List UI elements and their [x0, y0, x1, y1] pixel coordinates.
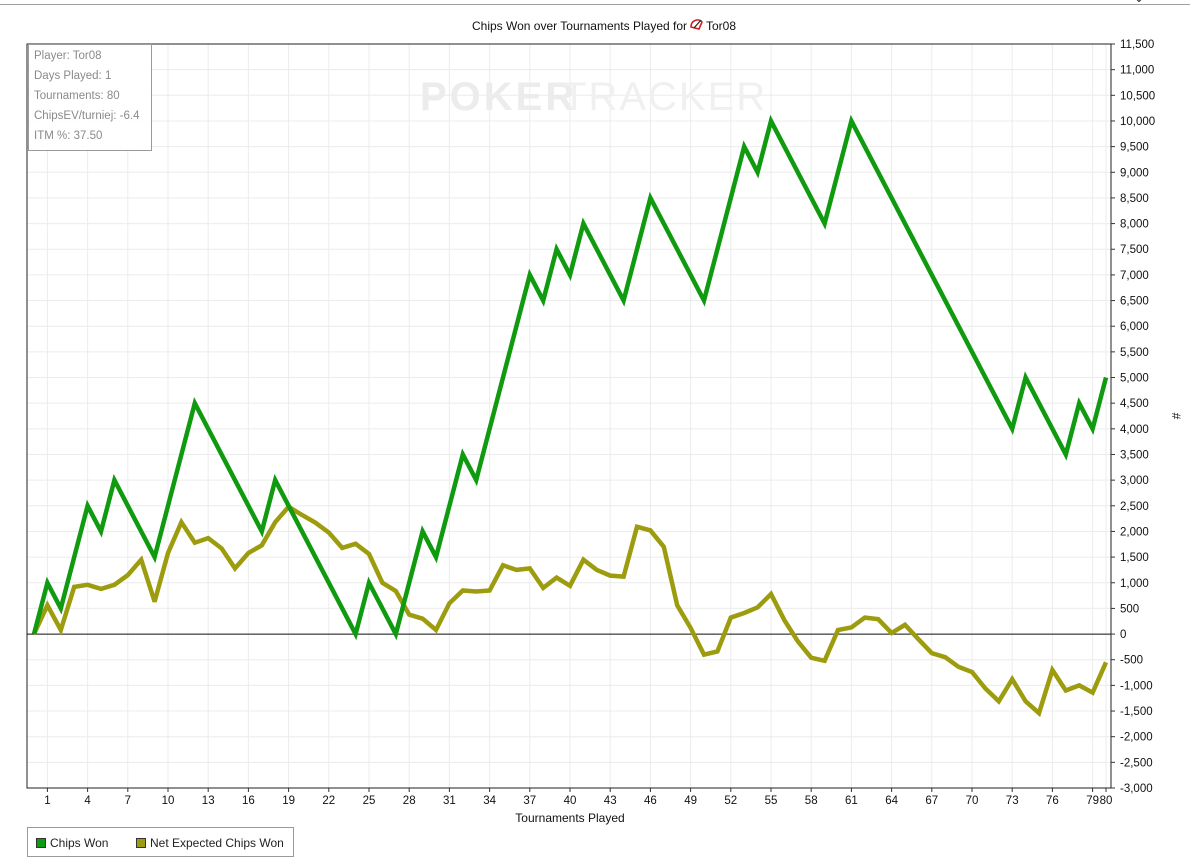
- y-tick-label: 5,500: [1120, 347, 1149, 359]
- watermark-tracker: TRACKER: [562, 75, 767, 119]
- x-tick-label: 79: [1086, 795, 1099, 807]
- x-tick-label: 49: [684, 795, 697, 807]
- y-tick-label: 6,000: [1120, 321, 1149, 333]
- x-tick-label: 52: [724, 795, 737, 807]
- y-tick-label: 0: [1120, 629, 1126, 641]
- y-tick-label: 3,500: [1120, 449, 1149, 461]
- x-tick-label: 10: [162, 795, 175, 807]
- x-tick-label: 37: [523, 795, 536, 807]
- y-axis: -3,000 -2,500 -2,000 -1,500 -1,000 -500 0 500 1,…: [1111, 39, 1155, 795]
- y-tick-label: 6,500: [1120, 296, 1149, 308]
- x-tick-label: 4: [84, 795, 91, 807]
- legend-item-chips-won[interactable]: Chips Won: [36, 835, 108, 851]
- y-tick-label: 8,000: [1120, 219, 1149, 231]
- y-tick-label: 4,000: [1120, 424, 1149, 436]
- x-tick-label: 80: [1100, 795, 1113, 807]
- chart-title-group: Chips Won over Tournaments Played for To…: [472, 19, 736, 33]
- x-tick-label: 25: [363, 795, 376, 807]
- y-tick-label: -500: [1120, 655, 1143, 667]
- x-tick-label: 16: [242, 795, 255, 807]
- info-days-played: Days Played: 1: [34, 70, 112, 82]
- x-tick-label: 22: [322, 795, 335, 807]
- x-tick-label: 61: [845, 795, 858, 807]
- y-tick-label: -2,000: [1120, 732, 1153, 744]
- legend: Chips Won Net Expected Chips Won: [27, 827, 294, 857]
- x-tick-label: 19: [282, 795, 295, 807]
- y-tick-label: 11,500: [1120, 39, 1154, 51]
- x-tick-label: 40: [564, 795, 577, 807]
- y-tick-label: 9,500: [1120, 142, 1149, 154]
- x-tick-label: 58: [805, 795, 818, 807]
- y-tick-label: 2,000: [1120, 526, 1149, 538]
- series-line-net-expected-chips-won: [31, 503, 1109, 718]
- x-tick-label: 7: [125, 795, 131, 807]
- info-itm: ITM %: 37.50: [34, 130, 103, 142]
- y-tick-label: 4,500: [1120, 398, 1149, 410]
- legend-label-net-expected: Net Expected Chips Won: [150, 836, 284, 850]
- y-tick-label: 10,500: [1120, 90, 1155, 102]
- x-tick-label: 28: [403, 795, 416, 807]
- grid-layer: [27, 43, 1111, 789]
- legend-item-net-expected[interactable]: Net Expected Chips Won: [136, 835, 284, 851]
- y-tick-label: 10,000: [1120, 116, 1155, 128]
- x-axis: 1 4 7 10 13 16 19 22 25 28 31 34 37 40 43 46 49 52 55 58 61 6…: [44, 788, 1112, 807]
- scroll-arrow-icon[interactable]: ⌄: [1134, 0, 1144, 5]
- y-tick-label: 1,000: [1120, 578, 1149, 590]
- y-tick-label: 500: [1120, 603, 1139, 615]
- player-info-box: Player: Tor08 Days Played: 1 Tournaments…: [28, 44, 152, 151]
- y-tick-label: 8,500: [1120, 193, 1149, 205]
- info-chipsev: ChipsEV/turniej: -6.4: [34, 110, 140, 122]
- x-tick-label: 67: [925, 795, 938, 807]
- watermark: POKER TRACKER: [420, 75, 767, 119]
- y-tick-label: 3,000: [1120, 475, 1149, 487]
- y-tick-label: 1,500: [1120, 552, 1149, 564]
- x-tick-label: 31: [443, 795, 456, 807]
- plot-frame: [26, 43, 1112, 789]
- y-axis-label: #: [1169, 413, 1183, 420]
- legend-label-chips-won: Chips Won: [50, 836, 109, 850]
- x-tick-label: 1: [44, 795, 50, 807]
- info-player: Player: Tor08: [34, 50, 102, 62]
- y-tick-label: 7,500: [1120, 244, 1149, 256]
- y-tick-label: 11,000: [1120, 65, 1154, 77]
- x-tick-label: 76: [1046, 795, 1059, 807]
- x-tick-label: 64: [885, 795, 898, 807]
- y-tick-label: 2,500: [1120, 501, 1149, 513]
- legend-swatch-chips-won: [36, 838, 46, 848]
- y-tick-label: -2,500: [1120, 757, 1153, 769]
- legend-swatch-net-expected: [136, 838, 146, 848]
- x-tick-label: 34: [483, 795, 496, 807]
- x-tick-label: 46: [644, 795, 657, 807]
- x-tick-label: 43: [604, 795, 617, 807]
- window-top-rule: [0, 4, 1190, 5]
- y-tick-label: -3,000: [1120, 783, 1153, 795]
- chart-title-player: Tor08: [706, 19, 736, 33]
- x-tick-label: 55: [765, 795, 778, 807]
- x-axis-label: Tournaments Played: [515, 811, 624, 825]
- x-tick-label: 70: [966, 795, 979, 807]
- watermark-poker: POKER: [420, 75, 577, 119]
- y-tick-label: 5,000: [1120, 373, 1149, 385]
- x-tick-label: 73: [1006, 795, 1019, 807]
- series-layer: [31, 114, 1109, 718]
- y-tick-label: -1,000: [1120, 680, 1153, 692]
- y-tick-label: -1,500: [1120, 706, 1153, 718]
- y-tick-label: 9,000: [1120, 167, 1149, 179]
- chart-title: Chips Won over Tournaments Played for: [472, 19, 687, 33]
- x-tick-label: 13: [202, 795, 215, 807]
- poker-site-icon: [690, 19, 703, 30]
- info-tournaments: Tournaments: 80: [34, 90, 120, 102]
- y-tick-label: 7,000: [1120, 270, 1149, 282]
- series-line-chips-won: [31, 114, 1109, 641]
